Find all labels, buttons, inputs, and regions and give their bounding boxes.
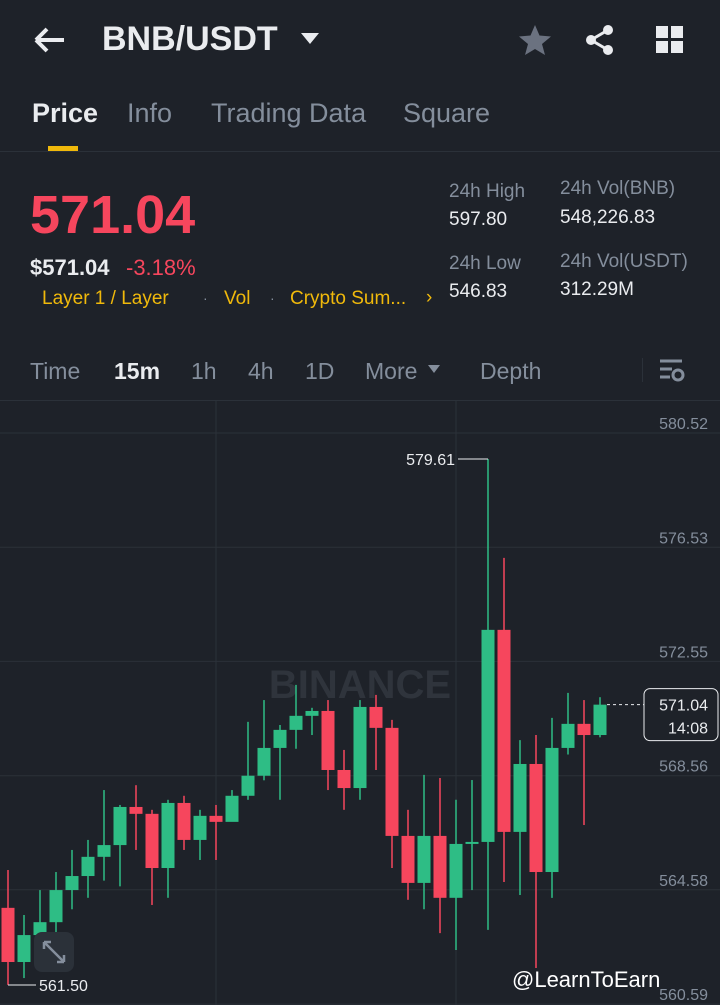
high-label: 579.61	[406, 452, 455, 469]
candle-body	[513, 763, 527, 832]
candle-body	[497, 629, 511, 832]
favorite-star[interactable]	[518, 24, 552, 56]
tag-separator: ·	[270, 290, 275, 306]
candle-body	[321, 710, 335, 770]
tab[interactable]: Square	[403, 98, 491, 128]
candle-body	[561, 723, 575, 748]
stat-value: 548,226.83	[560, 207, 656, 228]
interval[interactable]: 4h	[248, 358, 274, 384]
candle-body	[337, 769, 351, 789]
interval[interactable]: 1D	[305, 358, 335, 384]
interval[interactable]: More	[365, 358, 418, 384]
stat-value: 312.29M	[560, 279, 634, 300]
back-button[interactable]	[32, 24, 68, 56]
interval-active[interactable]: 15m	[114, 358, 161, 384]
candle-body	[433, 835, 447, 898]
candle-body	[113, 806, 127, 846]
candle-body	[97, 845, 111, 857]
more-caret	[428, 365, 440, 373]
last-price-box	[643, 688, 719, 742]
candle-body	[401, 835, 415, 883]
y-tick-label: 572.55	[659, 644, 708, 661]
tab[interactable]: Info	[127, 98, 173, 128]
interval[interactable]: 1h	[191, 358, 217, 384]
candle-body	[417, 835, 431, 883]
candle-body	[465, 841, 479, 844]
candle-body	[81, 856, 95, 877]
interval[interactable]: Time	[30, 358, 81, 384]
candle-body	[65, 876, 79, 891]
expand-button[interactable]	[34, 932, 74, 972]
share-button[interactable]	[584, 24, 616, 56]
stat-label: 24h Vol(USDT)	[560, 251, 688, 272]
candle-body	[529, 763, 543, 873]
stat-value: 597.80	[449, 209, 508, 230]
candle-body	[145, 813, 159, 869]
stat-label: 24h Vol(BNB)	[560, 178, 676, 199]
candle-body	[481, 629, 495, 842]
candle-body	[545, 747, 559, 873]
candlestick-chart: BINANCE 580.52 576.53 572.55 568.56 564.58 56…	[0, 400, 720, 1005]
pair-title[interactable]: BNB/USDT	[102, 20, 278, 58]
y-tick-label: 560.59	[659, 987, 708, 1004]
low-label: 561.50	[39, 978, 88, 995]
candle-body	[353, 706, 367, 789]
candle-body	[1, 907, 15, 963]
candle-body	[161, 802, 175, 869]
stat-value: 546.83	[449, 281, 508, 302]
candle-body	[273, 729, 287, 748]
candle-body	[177, 802, 191, 840]
tab-indicator	[48, 146, 78, 151]
candle-body	[449, 843, 463, 898]
candle-body	[17, 935, 31, 963]
y-tick-label: 576.53	[659, 530, 708, 547]
menu-grid[interactable]	[656, 26, 684, 54]
interval[interactable]: Depth	[480, 358, 542, 384]
candle-body	[129, 806, 143, 814]
candle-body	[225, 795, 239, 822]
candle-body	[577, 723, 591, 736]
candle-body	[193, 815, 207, 840]
last-time-label: 14:08	[668, 721, 708, 738]
price-change: -3.18%	[126, 255, 196, 280]
stat-label: 24h Low	[449, 253, 521, 274]
pair-dropdown[interactable]	[300, 32, 320, 46]
y-tick-label: 580.52	[659, 416, 708, 433]
chart-settings[interactable]	[658, 358, 686, 384]
candle-body	[209, 815, 223, 822]
tag-separator: ·	[203, 290, 208, 306]
tag[interactable]: Vol	[224, 288, 251, 309]
candle-body	[593, 704, 607, 736]
tab[interactable]: Trading Data	[211, 98, 367, 128]
y-tick-label: 568.56	[659, 759, 708, 776]
tag-more[interactable]: ›	[426, 287, 433, 308]
watermark-footer: @LearnToEarn	[512, 967, 661, 992]
candle-body	[385, 727, 399, 836]
candle-body	[369, 706, 383, 728]
y-tick-label: 564.58	[659, 873, 708, 890]
divider	[642, 358, 643, 382]
fiat-price: $571.04	[30, 255, 110, 280]
tag[interactable]: Layer 1 / Layer	[42, 288, 169, 309]
candle-body	[241, 775, 255, 796]
tag[interactable]: Crypto Sum...	[290, 288, 407, 309]
candle-body	[49, 890, 63, 923]
last-price: 571.04	[30, 185, 196, 245]
candle-body	[305, 710, 319, 716]
last-price-label: 571.04	[659, 698, 708, 715]
tab-active[interactable]: Price	[32, 98, 99, 128]
divider	[0, 151, 720, 152]
candle-body	[33, 922, 47, 936]
stat-label: 24h High	[449, 181, 526, 202]
watermark: BINANCE	[269, 663, 451, 707]
candle-body	[289, 715, 303, 730]
candle-body	[257, 747, 271, 776]
